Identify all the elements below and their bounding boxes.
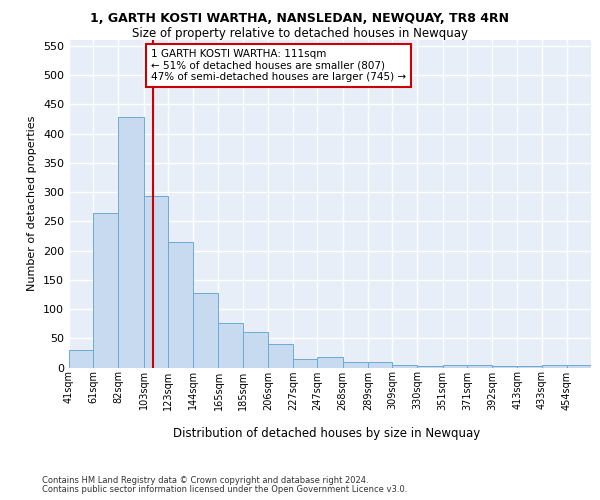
Bar (118, 117, 144, 368)
Bar (193, 292, 218, 368)
Bar (418, 366, 443, 368)
Bar (343, 362, 368, 368)
Text: Contains public sector information licensed under the Open Government Licence v3: Contains public sector information licen… (42, 485, 407, 494)
Bar (542, 364, 567, 368)
Bar (517, 366, 542, 368)
Text: Contains HM Land Registry data © Crown copyright and database right 2024.: Contains HM Land Registry data © Crown c… (42, 476, 368, 485)
Bar (317, 357, 343, 368)
Y-axis label: Number of detached properties: Number of detached properties (28, 116, 37, 292)
Text: Distribution of detached houses by size in Newquay: Distribution of detached houses by size … (173, 428, 481, 440)
Text: 1, GARTH KOSTI WARTHA, NANSLEDAN, NEWQUAY, TR8 4RN: 1, GARTH KOSTI WARTHA, NANSLEDAN, NEWQUA… (91, 12, 509, 26)
Bar (443, 364, 467, 368)
Bar (268, 344, 293, 368)
Text: 1 GARTH KOSTI WARTHA: 111sqm
← 51% of detached houses are smaller (807)
47% of s: 1 GARTH KOSTI WARTHA: 111sqm ← 51% of de… (151, 49, 406, 82)
Bar (168, 242, 193, 368)
Bar (392, 364, 418, 368)
Bar (69, 350, 93, 368)
Text: Size of property relative to detached houses in Newquay: Size of property relative to detached ho… (132, 28, 468, 40)
Bar (293, 360, 317, 368)
Bar (242, 332, 268, 368)
Bar (492, 366, 517, 368)
Bar (368, 362, 392, 368)
Bar (567, 364, 591, 368)
Bar (144, 196, 168, 368)
Bar (467, 364, 492, 368)
Bar (218, 323, 242, 368)
Bar (93, 212, 118, 368)
